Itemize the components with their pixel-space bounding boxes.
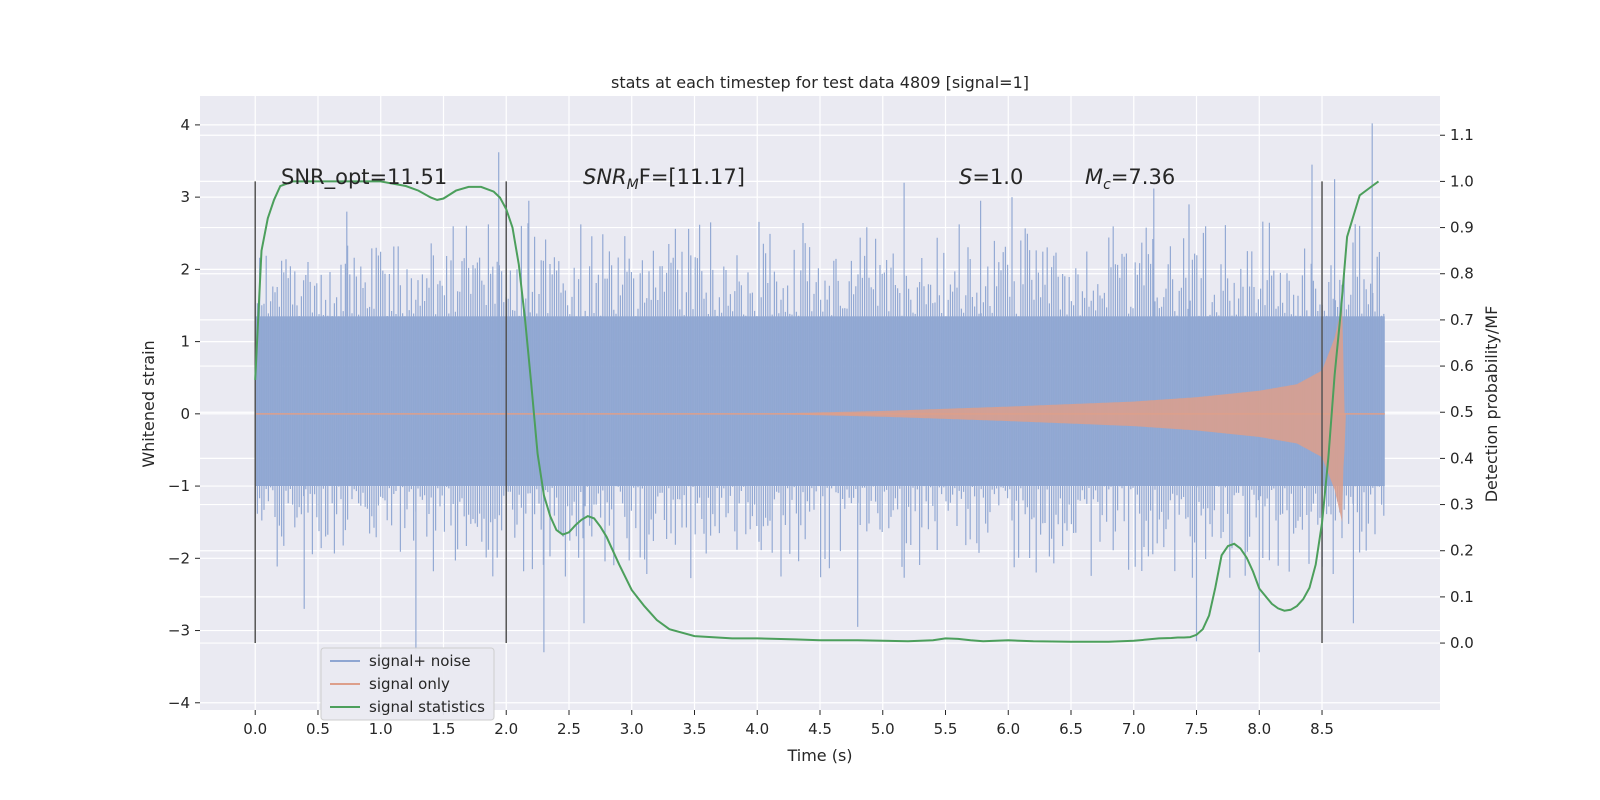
y-tick-label: 4 bbox=[180, 116, 190, 134]
y-tick-label: −4 bbox=[168, 694, 190, 712]
x-tick-label: 1.0 bbox=[369, 720, 393, 738]
y2-axis-label: Detection probability/MF bbox=[1482, 306, 1501, 503]
plot-contents bbox=[254, 123, 1385, 653]
y2-tick-label: 0.4 bbox=[1450, 449, 1474, 467]
x-tick-label: 0.0 bbox=[243, 720, 267, 738]
y-tick-label: −3 bbox=[168, 622, 190, 640]
x-tick-label: 7.0 bbox=[1122, 720, 1146, 738]
y-tick-label: 2 bbox=[180, 260, 190, 278]
x-tick-label: 5.5 bbox=[934, 720, 958, 738]
y-tick-label: −2 bbox=[168, 549, 190, 567]
y-axis-label: Whitened strain bbox=[139, 340, 158, 467]
x-tick-label: 5.0 bbox=[871, 720, 895, 738]
y2-tick-label: 0.3 bbox=[1450, 496, 1474, 514]
x-tick-label: 4.0 bbox=[745, 720, 769, 738]
x-tick-label: 8.0 bbox=[1247, 720, 1271, 738]
annotation-snr-opt: SNR_opt=11.51 bbox=[281, 165, 447, 190]
x-tick-label: 4.5 bbox=[808, 720, 832, 738]
y-tick-label: 0 bbox=[180, 405, 190, 423]
y2-tick-label: 0.5 bbox=[1450, 403, 1474, 421]
x-tick-label: 3.0 bbox=[620, 720, 644, 738]
annotation-snr-mf: SNRMF=[11.17] bbox=[583, 165, 745, 193]
legend: signal+ noise signal only signal statist… bbox=[320, 647, 495, 721]
annotation-mc: Mc=7.36 bbox=[1085, 165, 1175, 193]
y2-tick-label: 0.8 bbox=[1450, 265, 1474, 283]
legend-label-signal-statistics: signal statistics bbox=[369, 698, 485, 716]
signal-statistics-series bbox=[254, 180, 1380, 643]
y-tick-label: 1 bbox=[180, 333, 190, 351]
chart-title: stats at each timestep for test data 480… bbox=[611, 73, 1029, 92]
y-tick-label: 3 bbox=[180, 188, 190, 206]
legend-label-signal-noise: signal+ noise bbox=[369, 652, 471, 670]
y2-tick-label: 0.1 bbox=[1450, 588, 1474, 606]
annotation-s: S=1.0 bbox=[959, 165, 1023, 189]
x-tick-label: 7.5 bbox=[1185, 720, 1209, 738]
x-tick-label: 8.5 bbox=[1310, 720, 1334, 738]
x-tick-label: 2.0 bbox=[494, 720, 518, 738]
legend-box bbox=[320, 647, 495, 721]
legend-label-signal-only: signal only bbox=[369, 675, 450, 693]
x-tick-label: 6.5 bbox=[1059, 720, 1083, 738]
y2-tick-label: 0.2 bbox=[1450, 542, 1474, 560]
y2-tick-label: 0.9 bbox=[1450, 219, 1474, 237]
x-tick-label: 3.5 bbox=[683, 720, 707, 738]
y-tick-label: −1 bbox=[168, 477, 190, 495]
x-tick-label: 6.0 bbox=[996, 720, 1020, 738]
x-tick-label: 1.5 bbox=[432, 720, 456, 738]
y2-tick-label: 0.6 bbox=[1450, 357, 1474, 375]
axis-ticks: 0.0 0.5 1.0 1.5 2.0 2.5 3.0 3.5 4.0 4.5 5.0 5.5 6.0 6… bbox=[168, 116, 1474, 738]
y2-tick-label: 0.7 bbox=[1450, 311, 1474, 329]
x-tick-label: 0.5 bbox=[306, 720, 330, 738]
x-axis-label: Time (s) bbox=[786, 746, 852, 765]
y2-tick-label: 1.1 bbox=[1450, 126, 1474, 144]
x-tick-label: 2.5 bbox=[557, 720, 581, 738]
y2-tick-label: 1.0 bbox=[1450, 172, 1474, 190]
y2-tick-label: 0.0 bbox=[1450, 634, 1474, 652]
